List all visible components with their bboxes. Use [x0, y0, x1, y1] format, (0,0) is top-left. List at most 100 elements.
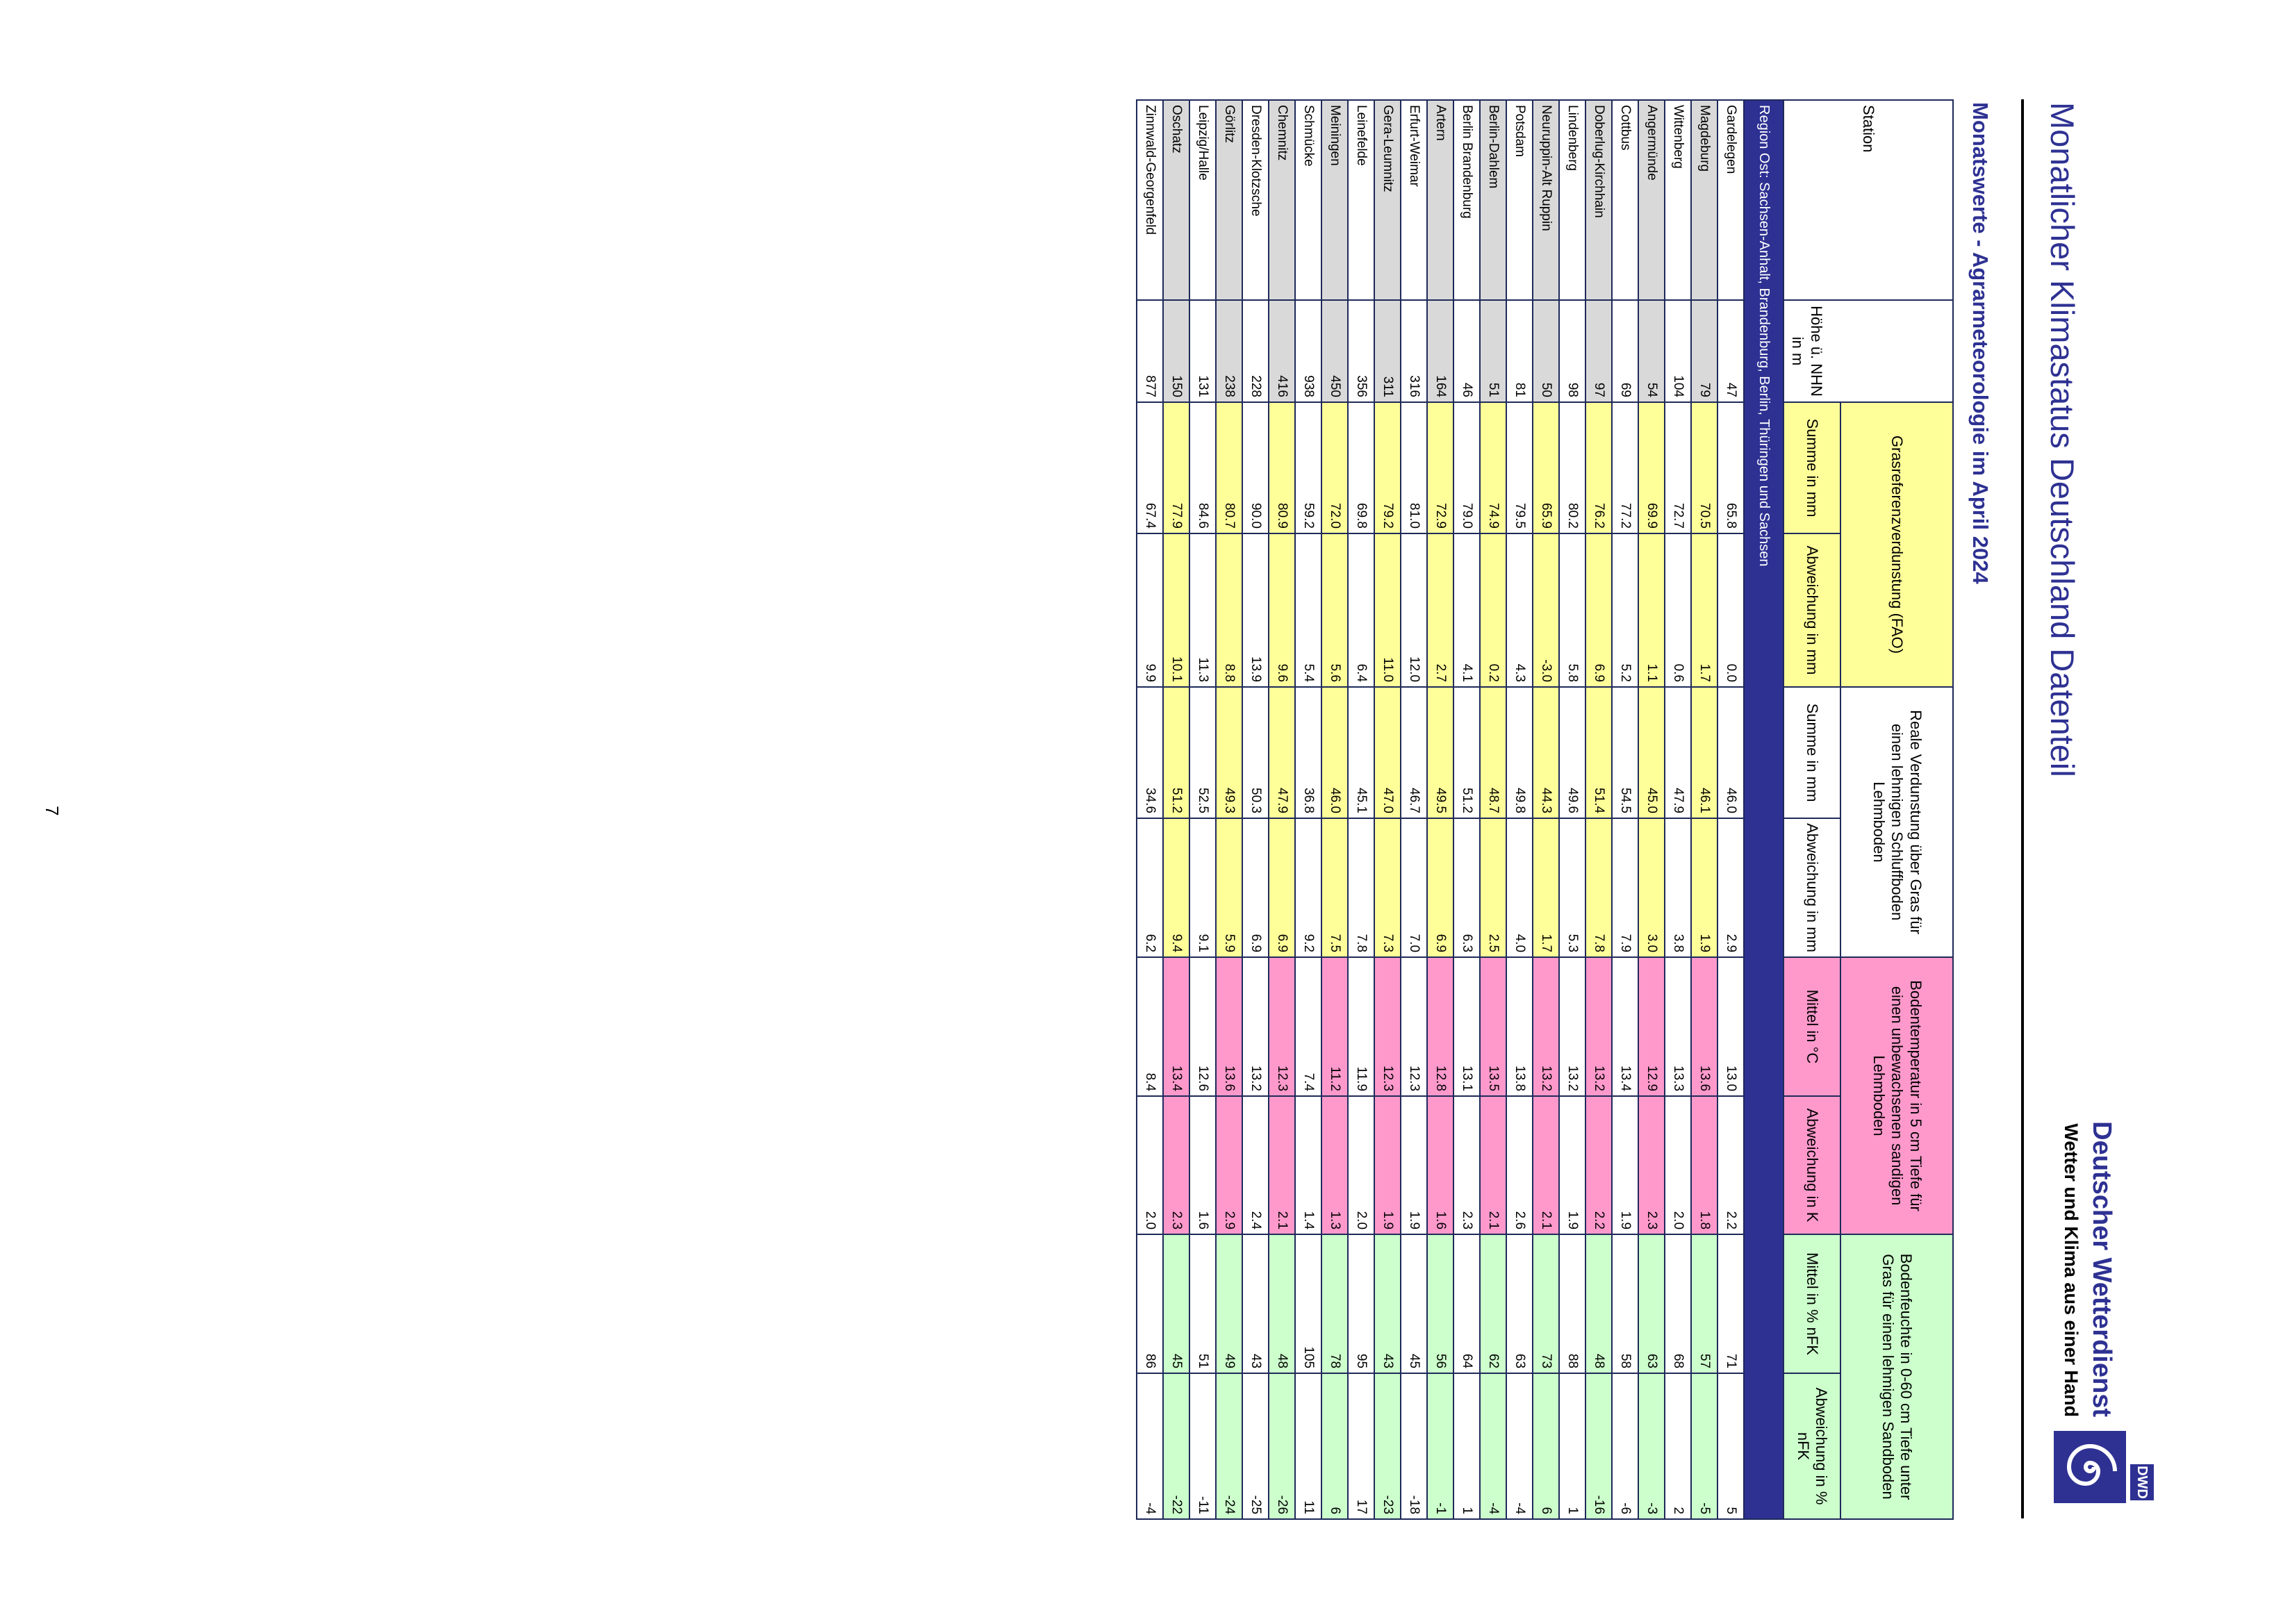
logo-label: DWD	[2130, 1464, 2154, 1500]
header-cell: Höhe ü. NHN in m	[1784, 300, 1953, 402]
value-cell: 2.6	[1506, 1096, 1533, 1235]
subheader-cell: Abweichung in mm	[1784, 818, 1840, 958]
value-cell: 0.0	[1718, 533, 1744, 687]
value-cell: 49.5	[1427, 687, 1453, 818]
value-cell: 80.2	[1559, 402, 1585, 533]
value-cell: 1.8	[1691, 1096, 1718, 1235]
value-cell: 2.7	[1427, 533, 1453, 687]
value-cell: 2.3	[1453, 1096, 1480, 1235]
station-cell: Zinnwald-Georgenfeld	[1137, 100, 1163, 300]
value-cell: 9.2	[1295, 818, 1321, 958]
value-cell: 69.8	[1348, 402, 1374, 533]
value-cell: 13.2	[1242, 957, 1269, 1097]
value-cell: 46.1	[1691, 687, 1718, 818]
value-cell: 68	[1665, 1234, 1691, 1374]
value-cell: -25	[1242, 1373, 1269, 1520]
value-cell: 2.3	[1163, 1096, 1189, 1235]
value-cell: 47.9	[1269, 687, 1295, 818]
value-cell: 13.0	[1718, 957, 1744, 1097]
value-cell: 69.9	[1638, 402, 1665, 533]
value-cell: 13.6	[1691, 957, 1718, 1097]
value-cell: 49	[1216, 1234, 1242, 1374]
value-cell: -4	[1137, 1373, 1163, 1520]
value-cell: 50	[1533, 300, 1559, 402]
logo	[2054, 1431, 2126, 1503]
station-cell: Wittenberg	[1665, 100, 1691, 300]
value-cell: -22	[1163, 1373, 1189, 1520]
value-cell: 938	[1295, 300, 1321, 402]
value-cell: 65.9	[1533, 402, 1559, 533]
value-cell: -4	[1480, 1373, 1506, 1520]
station-cell: Gardelegen	[1718, 100, 1744, 300]
value-cell: 1.9	[1559, 1096, 1585, 1235]
data-row: Chemnitz 416 80.9 9.6 47.9 6.9 12.3 2.1 48 -26	[1269, 100, 1295, 1520]
value-cell: 1.9	[1374, 1096, 1401, 1235]
subheader-cell: Mittel in °C	[1784, 957, 1840, 1097]
value-cell: 45	[1401, 1234, 1427, 1374]
station-cell: Erfurt-Weimar	[1401, 100, 1427, 300]
value-cell: 78	[1321, 1234, 1348, 1374]
value-cell: 9.1	[1189, 818, 1216, 958]
station-cell: Berlin-Dahlem	[1480, 100, 1506, 300]
data-row: Lindenberg 98 80.2 5.8 49.6 5.3 13.2 1.9 88 1	[1559, 100, 1585, 1520]
value-cell: 84.6	[1189, 402, 1216, 533]
value-cell: 1	[1453, 1373, 1480, 1520]
value-cell: 90.0	[1242, 402, 1269, 533]
value-cell: 5.6	[1321, 533, 1348, 687]
value-cell: 150	[1163, 300, 1189, 402]
value-cell: 316	[1401, 300, 1427, 402]
value-cell: 2.1	[1480, 1096, 1506, 1235]
value-cell: 8.8	[1216, 533, 1242, 687]
value-cell: 51	[1189, 1234, 1216, 1374]
station-cell: Lindenberg	[1559, 100, 1585, 300]
region-row: Region Ost: Sachsen-Anhalt, Brandenburg,…	[1744, 100, 1784, 1520]
station-cell: Leinefelde	[1348, 100, 1374, 300]
value-cell: -26	[1269, 1373, 1295, 1520]
value-cell: 13.4	[1612, 957, 1638, 1097]
value-cell: 45.0	[1638, 687, 1665, 818]
value-cell: 36.8	[1295, 687, 1321, 818]
value-cell: 88	[1559, 1234, 1585, 1374]
data-row: Gardelegen 47 65.8 0.0 46.0 2.9 13.0 2.2 71 5	[1718, 100, 1744, 1520]
value-cell: 49.3	[1216, 687, 1242, 818]
station-cell: Görlitz	[1216, 100, 1242, 300]
value-cell: 2.2	[1585, 1096, 1612, 1235]
value-cell: 6.4	[1348, 533, 1374, 687]
value-cell: 104	[1665, 300, 1691, 402]
value-cell: 46	[1453, 300, 1480, 402]
rule	[2021, 99, 2024, 1518]
value-cell: 74.9	[1480, 402, 1506, 533]
value-cell: 164	[1427, 300, 1453, 402]
value-cell: 13.1	[1453, 957, 1480, 1097]
value-cell: 9.6	[1269, 533, 1295, 687]
data-row: Magdeburg 79 70.5 1.7 46.1 1.9 13.6 1.8 57 -5	[1691, 100, 1718, 1520]
data-row: Oschatz 150 77.9 10.1 51.2 9.4 13.4 2.3 45 -22	[1163, 100, 1189, 1520]
data-row: Angermünde 54 69.9 1.1 45.0 3.0 12.9 2.3 63 -3	[1638, 100, 1665, 1520]
station-cell: Berlin Brandenburg	[1453, 100, 1480, 300]
value-cell: -4	[1506, 1373, 1533, 1520]
value-cell: 63	[1506, 1234, 1533, 1374]
value-cell: 5.3	[1559, 818, 1585, 958]
station-cell: Meiningen	[1321, 100, 1348, 300]
value-cell: 2.5	[1480, 818, 1506, 958]
value-cell: 7.4	[1295, 957, 1321, 1097]
data-row: Dresden-Klotzsche 228 90.0 13.9 50.3 6.9 13.2 2…	[1242, 100, 1269, 1520]
value-cell: 72.7	[1665, 402, 1691, 533]
value-cell: 11.9	[1348, 957, 1374, 1097]
value-cell: 7.3	[1374, 818, 1401, 958]
data-table: Station Höhe ü. NHN in m Grasreferenzverdu…	[1136, 99, 1954, 1520]
value-cell: 7.8	[1585, 818, 1612, 958]
value-cell: 5.4	[1295, 533, 1321, 687]
data-row: Erfurt-Weimar 316 81.0 12.0 46.7 7.0 12.3 1.9 45…	[1401, 100, 1427, 1520]
value-cell: 5.9	[1216, 818, 1242, 958]
value-cell: 12.3	[1269, 957, 1295, 1097]
value-cell: 51.4	[1585, 687, 1612, 818]
value-cell: 6	[1321, 1373, 1348, 1520]
value-cell: 48	[1269, 1234, 1295, 1374]
value-cell: 48	[1585, 1234, 1612, 1374]
data-row: Berlin-Dahlem 51 74.9 0.2 48.7 2.5 13.5 2.1 62 -4	[1480, 100, 1506, 1520]
header-row: Station Höhe ü. NHN in m Grasreferenzverdu…	[1784, 100, 1953, 1520]
value-cell: 63	[1638, 1234, 1665, 1374]
value-cell: 45.1	[1348, 687, 1374, 818]
value-cell: 13.8	[1506, 957, 1533, 1097]
